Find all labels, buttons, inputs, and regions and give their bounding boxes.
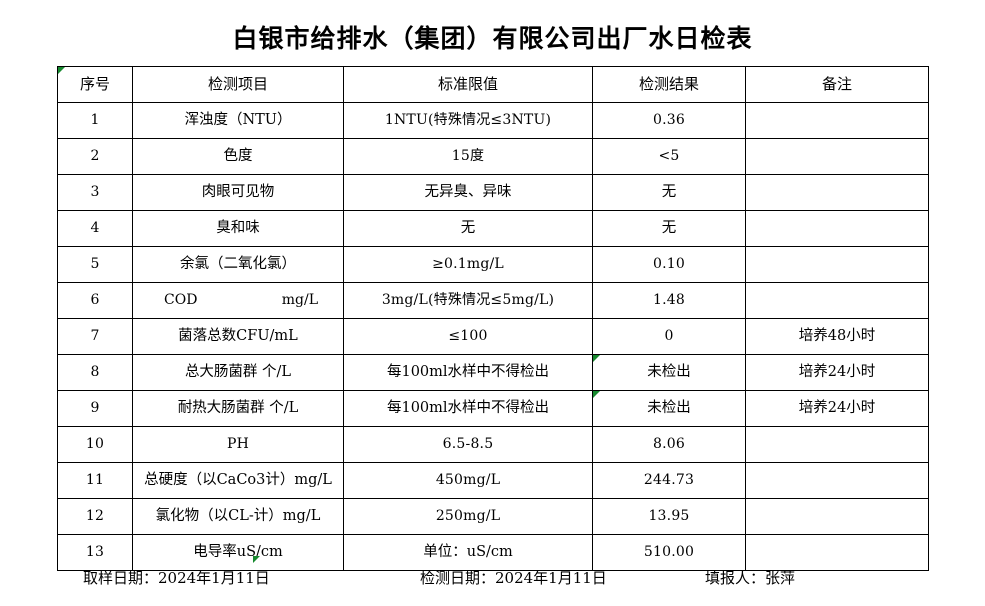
- cell-item: 色度: [132, 138, 344, 175]
- table-row: 11 总硬度（以CaCo3计）mg/L 450mg/L 244.73: [57, 462, 929, 499]
- cell-remark: [745, 462, 929, 499]
- column-header-remark: 备注: [745, 66, 929, 103]
- cell-limit: 6.5-8.5: [343, 426, 593, 463]
- cell-item: 总硬度（以CaCo3计）mg/L: [132, 462, 344, 499]
- cell-remark: [745, 426, 929, 463]
- table-header-row: 序号 检测项目 标准限值 检测结果 备注: [57, 66, 929, 103]
- cell-remark: 培养24小时: [745, 354, 929, 391]
- cell-limit: 无异臭、异味: [343, 174, 593, 211]
- column-header-item: 检测项目: [132, 66, 344, 103]
- cell-result: 244.73: [592, 462, 746, 499]
- table-row: 10 PH 6.5-8.5 8.06: [57, 426, 929, 463]
- page-title: 白银市给排水（集团）有限公司出厂水日检表: [232, 24, 753, 53]
- column-header-result: 检测结果: [592, 66, 746, 103]
- cell-seq: 7: [57, 318, 133, 355]
- cell-seq: 5: [57, 246, 133, 283]
- cell-item-name: COD: [164, 292, 198, 309]
- cell-remark: 培养24小时: [745, 390, 929, 427]
- cell-remark: [745, 174, 929, 211]
- cell-result: 未检出: [592, 390, 746, 427]
- report-footer: 取样日期：2024年1月11日 检测日期：2024年1月11日 填报人：张萍: [57, 563, 928, 593]
- table-row: 8 总大肠菌群 个/L 每100ml水样中不得检出 未检出 培养24小时: [57, 354, 929, 391]
- cell-seq: 13: [57, 534, 133, 571]
- cell-limit: 450mg/L: [343, 462, 593, 499]
- cell-item: PH: [132, 426, 344, 463]
- table-row: 9 耐热大肠菌群 个/L 每100ml水样中不得检出 未检出 培养24小时: [57, 390, 929, 427]
- cell-limit: ≥0.1mg/L: [343, 246, 593, 283]
- cell-remark: [745, 210, 929, 247]
- cell-result: 1.48: [592, 282, 746, 319]
- table-row: 3 肉眼可见物 无异臭、异味 无: [57, 174, 929, 211]
- cell-seq: 6: [57, 282, 133, 319]
- cell-result: 无: [592, 174, 746, 211]
- testing-date-label: 检测日期：2024年1月11日: [420, 569, 607, 587]
- cell-result: 510.00: [592, 534, 746, 571]
- cell-item: 耐热大肠菌群 个/L: [132, 390, 344, 427]
- sampling-date-label: 取样日期：2024年1月11日: [83, 569, 270, 587]
- cell-limit: 每100ml水样中不得检出: [343, 354, 593, 391]
- table-row: 5 余氯（二氧化氯） ≥0.1mg/L 0.10: [57, 246, 929, 283]
- daily-check-table: 序号 检测项目 标准限值 检测结果 备注 1 浑浊度（NTU） 1NTU(特殊情…: [57, 66, 929, 571]
- cell-result: 无: [592, 210, 746, 247]
- cell-result: 0.10: [592, 246, 746, 283]
- cell-result: 0: [592, 318, 746, 355]
- table-row: 6 COD mg/L 3mg/L(特殊情况≤5mg/L) 1.48: [57, 282, 929, 319]
- cell-seq: 2: [57, 138, 133, 175]
- cell-remark: [745, 282, 929, 319]
- cell-seq: 1: [57, 102, 133, 139]
- table-row: 4 臭和味 无 无: [57, 210, 929, 247]
- cell-limit: ≤100: [343, 318, 593, 355]
- cell-result: 未检出: [592, 354, 746, 391]
- cell-item: 余氯（二氧化氯）: [132, 246, 344, 283]
- cell-seq: 10: [57, 426, 133, 463]
- table-row: 12 氯化物（以CL-计）mg/L 250mg/L 13.95: [57, 498, 929, 535]
- table-row: 2 色度 15度 <5: [57, 138, 929, 175]
- cell-result: 8.06: [592, 426, 746, 463]
- green-triangle-icon: [253, 556, 260, 563]
- cell-seq: 8: [57, 354, 133, 391]
- cell-limit: 1NTU(特殊情况≤3NTU): [343, 102, 593, 139]
- column-header-limit: 标准限值: [343, 66, 593, 103]
- cell-limit: 15度: [343, 138, 593, 175]
- cell-item: 肉眼可见物: [132, 174, 344, 211]
- cell-item: 氯化物（以CL-计）mg/L: [132, 498, 344, 535]
- cell-seq: 9: [57, 390, 133, 427]
- cell-seq: 4: [57, 210, 133, 247]
- cell-item: 臭和味: [132, 210, 344, 247]
- daily-check-table-container: 序号 检测项目 标准限值 检测结果 备注 1 浑浊度（NTU） 1NTU(特殊情…: [57, 66, 929, 571]
- cell-seq: 3: [57, 174, 133, 211]
- cell-remark: [745, 138, 929, 175]
- cell-seq: 11: [57, 462, 133, 499]
- cell-seq: 12: [57, 498, 133, 535]
- cell-item: 总大肠菌群 个/L: [132, 354, 344, 391]
- cell-result: 0.36: [592, 102, 746, 139]
- cell-remark: [745, 102, 929, 139]
- table-row: 13 电导率uS/cm 单位：uS/cm 510.00: [57, 534, 929, 571]
- cell-item: COD mg/L: [132, 282, 344, 319]
- reporter-label: 填报人：张萍: [705, 569, 796, 587]
- cell-limit: 250mg/L: [343, 498, 593, 535]
- cell-item: 电导率uS/cm: [132, 534, 344, 571]
- cell-remark: 培养48小时: [745, 318, 929, 355]
- cell-remark: [745, 534, 929, 571]
- cell-limit: 无: [343, 210, 593, 247]
- column-header-seq: 序号: [57, 66, 133, 103]
- table-row: 1 浑浊度（NTU） 1NTU(特殊情况≤3NTU) 0.36: [57, 102, 929, 139]
- cell-item: 菌落总数CFU/mL: [132, 318, 344, 355]
- cell-limit: 每100ml水样中不得检出: [343, 390, 593, 427]
- cell-result: <5: [592, 138, 746, 175]
- cell-item: 浑浊度（NTU）: [132, 102, 344, 139]
- cell-item-unit: mg/L: [281, 292, 318, 309]
- cell-limit: 3mg/L(特殊情况≤5mg/L): [343, 282, 593, 319]
- cell-remark: [745, 498, 929, 535]
- table-row: 7 菌落总数CFU/mL ≤100 0 培养48小时: [57, 318, 929, 355]
- cell-remark: [745, 246, 929, 283]
- cell-result: 13.95: [592, 498, 746, 535]
